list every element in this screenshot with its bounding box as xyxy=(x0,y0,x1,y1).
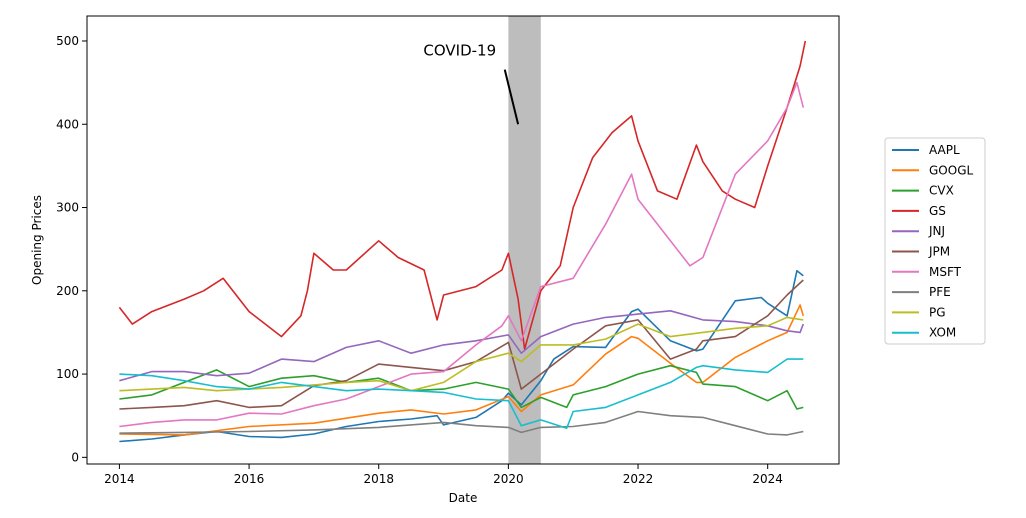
series-line-gs xyxy=(118,40,807,350)
series-line-jnj xyxy=(119,309,805,382)
y-axis-title: Opening Prices xyxy=(30,195,44,285)
y-tick-label: 400 xyxy=(56,117,79,131)
annotation-arrow xyxy=(503,69,520,125)
legend-label-cvx: CVX xyxy=(929,184,954,198)
y-tick-label: 300 xyxy=(56,201,79,215)
series-line-aapl xyxy=(119,269,804,443)
x-tick-label: 2024 xyxy=(752,472,783,486)
x-tick-label: 2018 xyxy=(363,472,394,486)
series-line-jpm xyxy=(119,279,804,410)
legend-label-jpm: JPM xyxy=(928,245,950,259)
legend: AAPL GOOGL CVX GS JNJ JPM MSFT PFE PG XOM xyxy=(884,137,986,345)
legend-label-googl: GOOGL xyxy=(929,163,973,177)
legend-label-pfe: PFE xyxy=(929,285,951,299)
x-axis-title: Date xyxy=(449,491,478,505)
series-line-cvx xyxy=(119,364,804,410)
y-tick-label: 0 xyxy=(71,450,79,464)
legend-label-msft: MSFT xyxy=(929,265,962,279)
legend-label-pg: PG xyxy=(929,305,946,319)
covid-shaded-span xyxy=(508,16,541,464)
legend-label-gs: GS xyxy=(929,204,946,218)
plot-frame xyxy=(86,15,840,465)
y-tick-label: 200 xyxy=(56,284,79,298)
y-tick-label: 500 xyxy=(56,34,79,48)
series-line-pfe xyxy=(119,410,804,436)
annotation-covid: COVID-19 xyxy=(423,42,496,60)
legend-label-xom: XOM xyxy=(929,326,956,340)
x-tick-label: 2022 xyxy=(623,472,654,486)
x-tick-label: 2020 xyxy=(493,472,524,486)
legend-label-jnj: JNJ xyxy=(928,224,945,238)
legend-label-aapl: AAPL xyxy=(929,143,960,157)
series-line-googl xyxy=(119,304,805,436)
x-tick-label: 2014 xyxy=(104,472,135,486)
x-tick-label: 2016 xyxy=(234,472,265,486)
series-line-xom xyxy=(119,358,804,430)
series-line-msft xyxy=(119,81,805,428)
y-tick-label: 100 xyxy=(56,367,79,381)
